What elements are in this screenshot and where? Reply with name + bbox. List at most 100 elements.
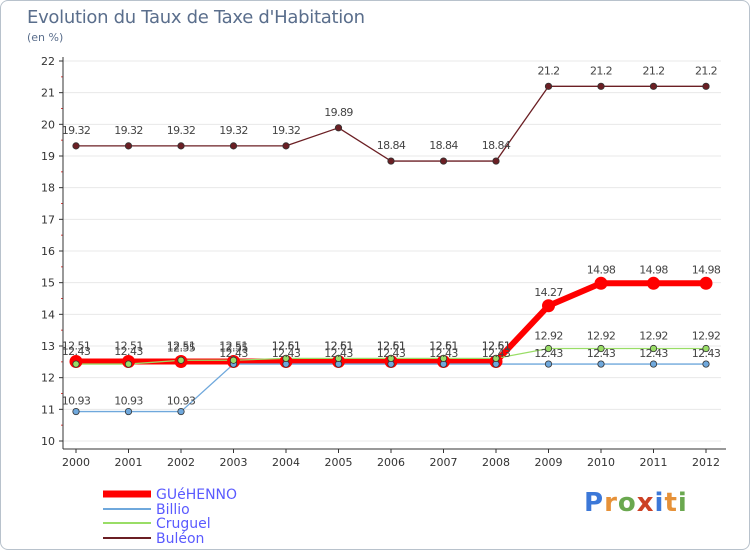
logo-letter: o	[617, 488, 637, 518]
data-point	[282, 354, 290, 362]
data-point	[124, 407, 133, 416]
data-label: 19.32	[272, 124, 301, 137]
data-label: 12.43	[377, 347, 406, 360]
data-label: 12.51	[377, 340, 406, 353]
data-point	[282, 142, 290, 150]
data-point	[649, 82, 658, 90]
proxiti-logo: Proxiti	[584, 488, 688, 518]
data-label: 12.43	[534, 347, 563, 360]
logo-letter: r	[604, 488, 618, 518]
data-label: 12.43	[219, 347, 248, 360]
data-label: 12.43	[324, 347, 353, 360]
data-point	[542, 299, 555, 313]
data-point	[594, 276, 608, 290]
data-point	[649, 344, 658, 353]
data-point	[544, 344, 553, 353]
data-point	[72, 142, 80, 150]
series-points	[69, 82, 713, 416]
legend-entry: GUéHENNO	[156, 487, 237, 503]
x-tick-label: 2011	[640, 456, 668, 469]
data-label: 12.43	[587, 347, 616, 360]
legend-entry: Cruguel	[156, 516, 211, 532]
data-label: 12.92	[692, 330, 721, 343]
data-point	[387, 157, 395, 165]
data-point	[699, 276, 713, 290]
x-tick-label: 2012	[692, 456, 720, 469]
y-tick-label: 22	[41, 55, 55, 68]
data-point	[177, 407, 185, 416]
x-tick-label: 2002	[167, 456, 195, 469]
data-label: 12.51	[114, 340, 143, 353]
data-point	[177, 142, 185, 150]
data-label: 12.92	[534, 330, 563, 343]
data-label: 19.32	[114, 124, 143, 137]
y-tick-label: 20	[41, 118, 55, 131]
data-label: 18.84	[377, 139, 406, 152]
data-label: 12.51	[272, 340, 301, 353]
logo-letter: i	[677, 488, 688, 518]
y-tick-label: 19	[41, 150, 55, 163]
data-label: 12.92	[639, 330, 668, 343]
data-point	[177, 356, 185, 364]
data-point	[229, 356, 238, 364]
data-label: 19.32	[167, 124, 196, 137]
data-point	[702, 344, 710, 353]
data-label: 12.51	[482, 340, 511, 353]
data-point	[72, 360, 80, 368]
data-label: 12.51	[324, 340, 353, 353]
data-point	[702, 82, 710, 90]
data-label: 12.43	[692, 347, 721, 360]
data-label: 12.61	[482, 339, 511, 352]
data-label: 12.51	[62, 340, 91, 353]
data-label: 19.89	[324, 106, 353, 119]
data-label: 14.98	[587, 263, 616, 276]
data-point	[124, 360, 133, 368]
data-label: 19.32	[62, 124, 91, 137]
data-label: 12.55	[167, 341, 196, 354]
x-tick-label: 2008	[482, 456, 510, 469]
data-label: 10.93	[62, 395, 91, 408]
y-tick-label: 13	[41, 340, 55, 353]
data-point	[649, 360, 658, 368]
x-tick-label: 2010	[587, 456, 615, 469]
data-label: 12.92	[587, 330, 616, 343]
data-labels: 12.51 12.51 12.51 12.51 12.51 12.51 12.51 12.51…	[62, 64, 722, 408]
y-tick-label: 14	[41, 308, 55, 321]
data-label: 14.98	[639, 263, 668, 276]
data-label: 14.98	[692, 263, 721, 276]
data-label: 10.93	[114, 395, 143, 408]
data-label: 21.2	[695, 64, 717, 77]
x-tick-label: 2007	[430, 456, 458, 469]
data-label: 12.61	[324, 339, 353, 352]
data-label: 12.55	[219, 341, 248, 354]
chart-title: Evolution du Taux de Taxe d'Habitation	[27, 7, 365, 28]
data-label: 21.2	[642, 64, 664, 77]
data-label: 14.27	[534, 286, 563, 299]
data-label: 12.43	[272, 347, 301, 360]
y-tick-label: 15	[41, 277, 55, 290]
data-label: 21.2	[537, 64, 559, 77]
x-tick-label: 2001	[115, 456, 143, 469]
data-label: 12.61	[272, 339, 301, 352]
data-label: 12.51	[167, 340, 196, 353]
y-tick-label: 12	[41, 372, 55, 385]
data-point	[597, 360, 605, 368]
grid-layer	[63, 60, 721, 442]
axis-layer: 10 11 12 13 14 15 16 17 18 19 20 21 22 2000 2001 2002 20…	[41, 55, 726, 469]
y-tick-label: 16	[41, 245, 55, 258]
data-label: 19.32	[219, 124, 248, 137]
data-label: 12.43	[429, 347, 458, 360]
data-point	[544, 360, 553, 368]
logo-letter: i	[654, 488, 665, 518]
logo-letter: t	[664, 488, 678, 518]
data-point	[72, 407, 80, 416]
data-point	[124, 142, 133, 150]
x-tick-label: 2009	[535, 456, 563, 469]
y-tick-label: 10	[41, 435, 55, 448]
x-tick-label: 2004	[272, 456, 300, 469]
y-tick-label: 18	[41, 182, 55, 195]
data-point	[647, 276, 660, 290]
data-point	[597, 344, 605, 353]
